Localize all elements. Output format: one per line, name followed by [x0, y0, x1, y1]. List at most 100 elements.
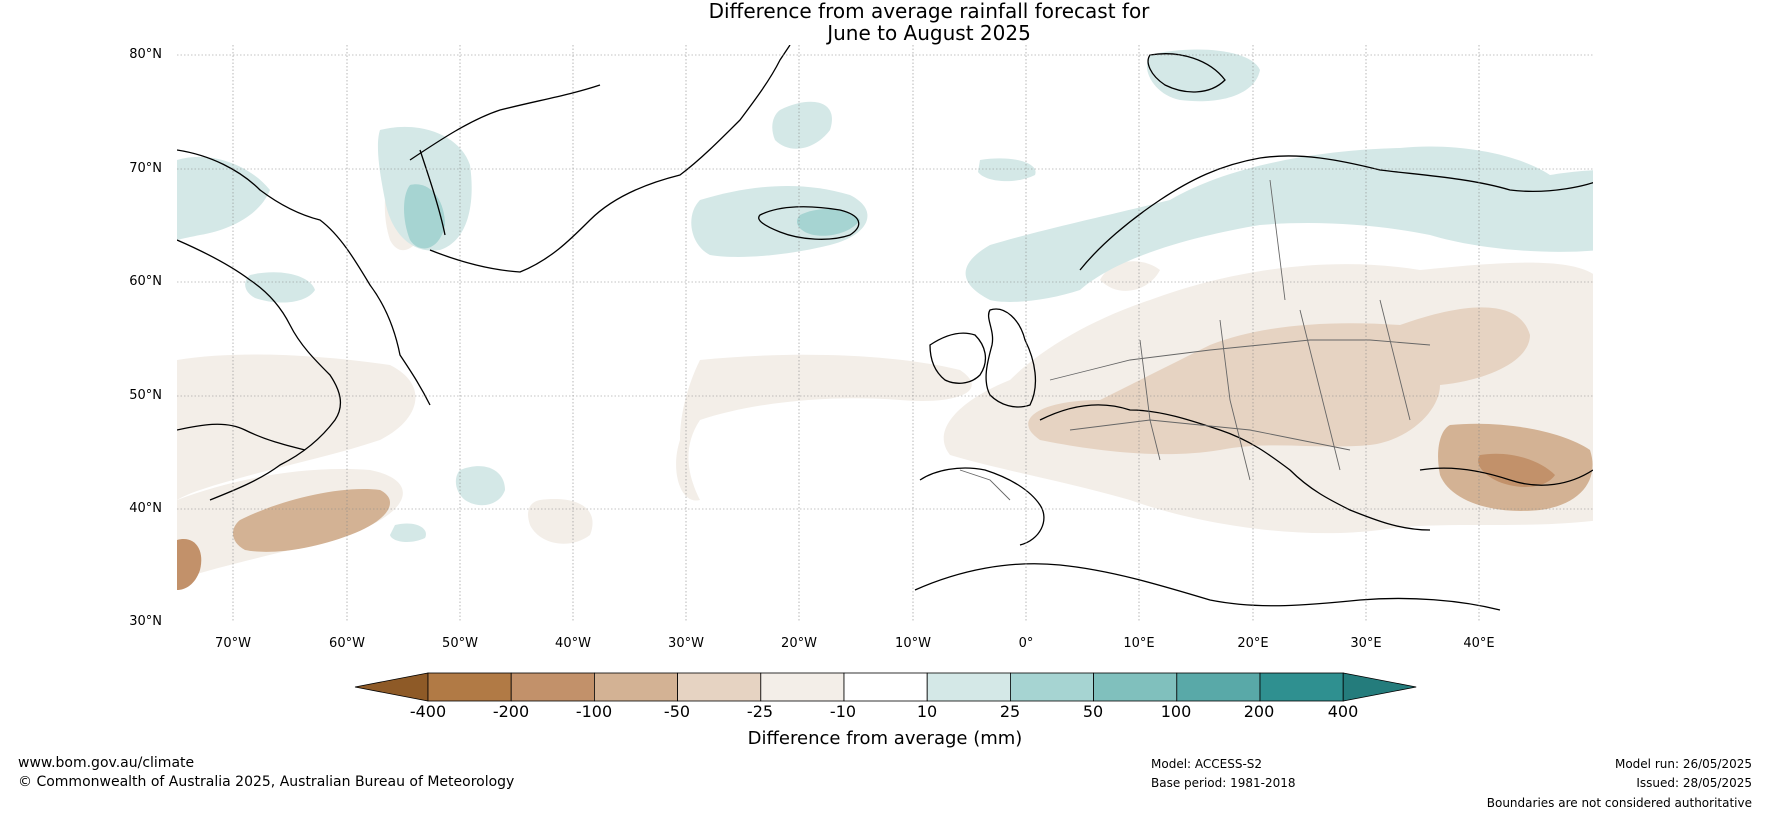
coastline-ireland — [929, 332, 987, 384]
dry-region-mid-atlantic — [528, 499, 593, 544]
colorbar-segment — [1176, 672, 1261, 702]
coastline-mediterranean-north — [1039, 404, 1431, 531]
dry-region-central-europe — [1028, 307, 1530, 455]
colorbar-segment — [510, 672, 595, 702]
colorbar-tick-label: 400 — [1327, 702, 1359, 721]
lat-label-50n: 50°N — [129, 388, 162, 403]
colorbar-segment — [1093, 672, 1178, 702]
colorbar-extend-high — [1342, 672, 1417, 702]
coastline-greenland-west — [419, 149, 446, 236]
title-line-2: June to August 2025 — [827, 21, 1031, 45]
lon-label-20w: 20°W — [781, 636, 817, 651]
colorbar-extend-low — [354, 672, 429, 702]
coastline-greenland-south — [429, 45, 791, 273]
colorbar-tick-label: -100 — [575, 702, 613, 721]
dry-region-atlantic-core — [233, 489, 390, 552]
lon-label-0: 0° — [1018, 636, 1034, 651]
border-line-3 — [1139, 339, 1161, 461]
border-line-8 — [959, 469, 1011, 501]
graticule — [177, 45, 1593, 622]
colorbar — [354, 672, 1417, 702]
wet-region-svalbard — [1146, 49, 1260, 102]
colorbar-segment — [594, 672, 679, 702]
coastline-black-sea — [1419, 467, 1593, 486]
border-line-1 — [1049, 339, 1431, 381]
coastlines — [177, 45, 1593, 611]
lat-label-80n: 80°N — [129, 47, 162, 62]
colorbar-tick-label: -50 — [663, 702, 691, 721]
map-plot-area — [177, 45, 1593, 622]
wet-region-norwegian-sea — [978, 158, 1036, 182]
coastline-iberia — [919, 467, 1045, 546]
wet-region-baffin-bay-core — [404, 184, 445, 249]
dry-region-norway-south — [1100, 261, 1160, 291]
lon-label-30w: 30°W — [668, 636, 704, 651]
lon-label-70w: 70°W — [215, 636, 251, 651]
wet-region-hudson — [245, 272, 315, 303]
coastline-hudson-labrador — [177, 239, 342, 501]
border-line-5 — [1299, 309, 1341, 471]
wet-region-atlantic-west — [455, 466, 505, 506]
country-borders — [959, 179, 1431, 501]
lon-label-40e: 40°E — [1463, 636, 1495, 651]
wet-region-labrador — [177, 156, 270, 240]
colorbar-tick-label: -200 — [492, 702, 530, 721]
lon-label-10e: 10°E — [1123, 636, 1155, 651]
issued-text: Issued: 28/05/2025 — [1636, 776, 1752, 790]
border-line-7 — [1269, 179, 1286, 301]
website-link[interactable]: www.bom.gov.au/climate — [18, 755, 195, 771]
lat-label-30n: 30°N — [129, 614, 162, 629]
wet-region-greenland-east — [772, 101, 832, 149]
colorbar-tick-label: 100 — [1160, 702, 1192, 721]
colorbar-segment — [1010, 672, 1095, 702]
coastline-svalbard — [1147, 53, 1226, 93]
dry-region-caucasus-core — [1478, 453, 1555, 487]
model-run-text: Model run: 26/05/2025 — [1614, 757, 1752, 771]
colorbar-segment — [926, 672, 1011, 702]
coastline-great-britain — [985, 308, 1037, 408]
colorbar-tick-label: -10 — [829, 702, 857, 721]
lat-label-60n: 60°N — [129, 274, 162, 289]
dry-region-canada-east — [177, 354, 416, 500]
lon-label-30e: 30°E — [1350, 636, 1382, 651]
disclaimer-text: Boundaries are not considered authoritat… — [1486, 796, 1752, 810]
lon-label-40w: 40°W — [555, 636, 591, 651]
dry-region-atlantic-band — [676, 354, 972, 501]
coastline-iceland — [758, 206, 860, 240]
lat-label-40n: 40°N — [129, 501, 162, 516]
coastline-new-england — [177, 423, 306, 451]
drier-anomaly-regions — [177, 149, 1593, 590]
colorbar-tick-label: -400 — [409, 702, 447, 721]
colorbar-title: Difference from average (mm) — [747, 728, 1023, 749]
wetter-anomaly-regions — [177, 49, 1593, 542]
border-line-6 — [1379, 299, 1411, 421]
lon-label-10w: 10°W — [895, 636, 931, 651]
title-line-1: Difference from average rainfall forecas… — [708, 0, 1150, 23]
coastline-north-america-east — [177, 149, 431, 406]
dry-region-atlantic-edge — [177, 539, 202, 590]
colorbar-tick-label: 10 — [916, 702, 938, 721]
border-line-4 — [1219, 319, 1251, 481]
copyright-text: © Commonwealth of Australia 2025, Austra… — [18, 774, 515, 790]
lat-label-70n: 70°N — [129, 161, 162, 176]
colorbar-segment — [1259, 672, 1344, 702]
coastline-scandinavia — [1079, 155, 1593, 271]
colorbar-segment — [760, 672, 845, 702]
colorbar-tick-label: 50 — [1082, 702, 1104, 721]
border-line-2 — [1069, 419, 1351, 451]
coastline-north-africa — [914, 563, 1501, 611]
lon-label-60w: 60°W — [329, 636, 365, 651]
colorbar-tick-label: 200 — [1243, 702, 1275, 721]
lon-label-20e: 20°E — [1237, 636, 1269, 651]
wet-region-scandinavia — [965, 146, 1593, 302]
wet-region-iceland-core — [797, 208, 860, 236]
colorbar-tick-label: 25 — [999, 702, 1021, 721]
lon-label-50w: 50°W — [442, 636, 478, 651]
colorbar-segment — [843, 672, 928, 702]
colorbar-segment — [677, 672, 762, 702]
coastline-baffin — [409, 84, 601, 161]
wet-region-atlantic-small — [390, 523, 426, 542]
colorbar-tick-label: -25 — [746, 702, 774, 721]
base-period-text: Base period: 1981-2018 — [1151, 776, 1296, 790]
